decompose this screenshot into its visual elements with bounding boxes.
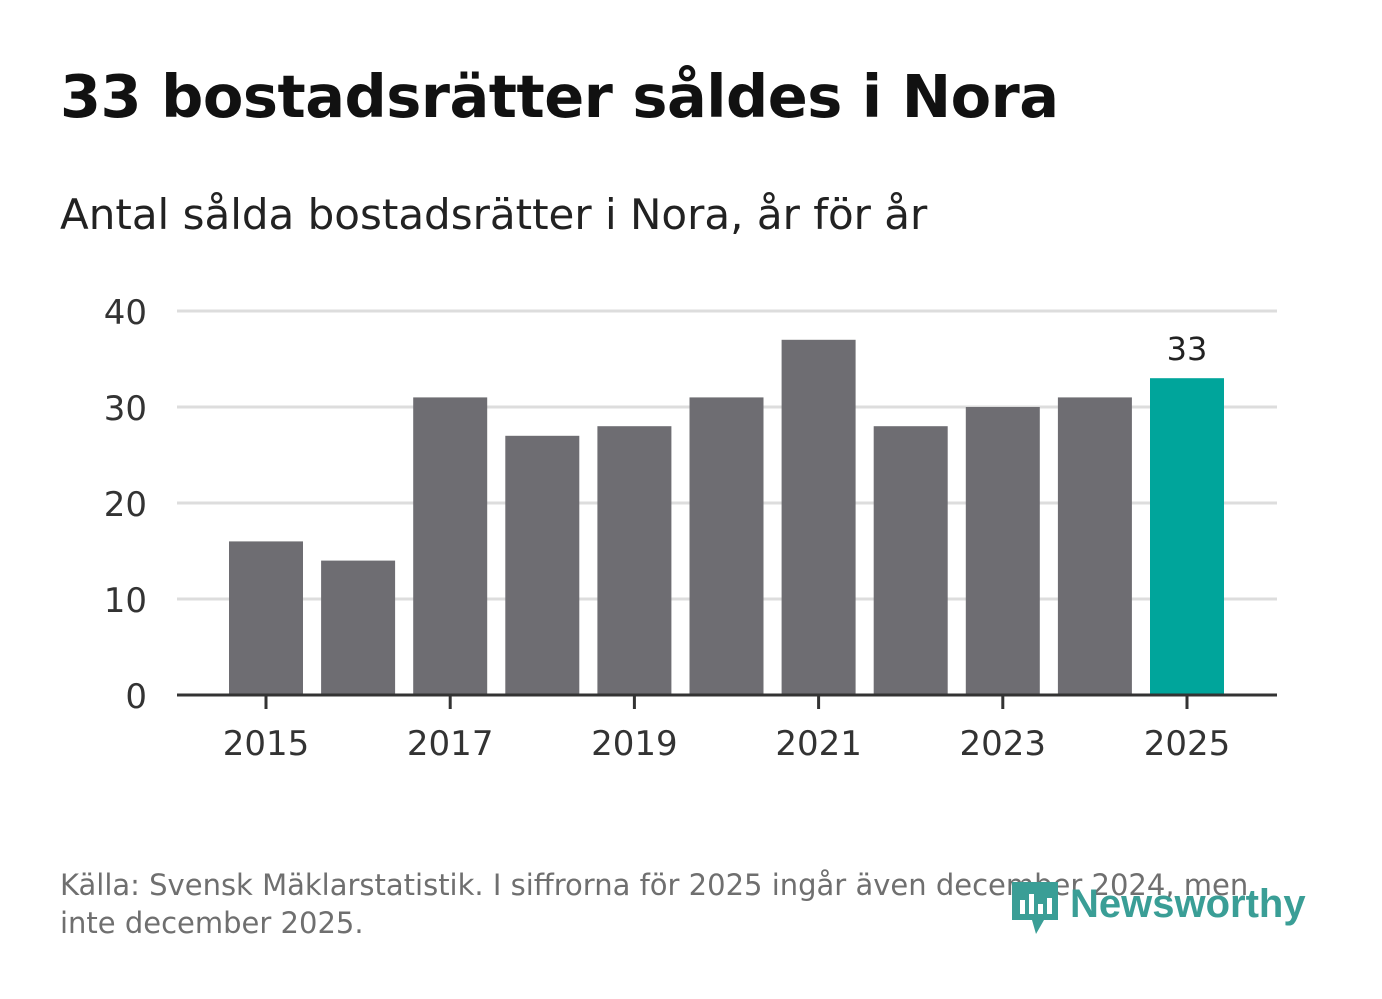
y-tick-label: 10 xyxy=(104,581,147,621)
y-tick-label: 0 xyxy=(125,677,147,717)
logo-text: Newsworthy xyxy=(1070,882,1306,926)
data-label-2025: 33 xyxy=(1167,330,1208,368)
bar-2015 xyxy=(229,541,303,695)
bar-2017 xyxy=(413,397,488,695)
x-tick-label: 2019 xyxy=(591,724,678,764)
x-tick-label: 2025 xyxy=(1144,724,1231,764)
newsworthy-logo-icon xyxy=(1012,882,1058,934)
bar-2019 xyxy=(597,426,672,695)
bar-2023 xyxy=(965,407,1040,695)
chart-title: 33 bostadsrätter såldes i Nora xyxy=(60,62,1059,131)
chart-subtitle: Antal sålda bostadsrätter i Nora, år för… xyxy=(60,190,928,239)
y-tick-label: 30 xyxy=(104,389,147,429)
bar-2016 xyxy=(321,560,396,695)
bar-2020 xyxy=(689,397,764,695)
y-tick-label: 20 xyxy=(104,485,147,525)
bar-2018 xyxy=(505,435,580,695)
bar-2021 xyxy=(781,339,856,695)
y-tick-label: 40 xyxy=(104,293,147,333)
x-tick-label: 2023 xyxy=(960,724,1047,764)
x-tick-label: 2021 xyxy=(775,724,862,764)
newsworthy-logo: Newsworthy xyxy=(1010,878,1306,942)
bar-2025 xyxy=(1150,378,1224,695)
x-tick-label: 2015 xyxy=(223,724,310,764)
bar-2024 xyxy=(1057,397,1132,695)
x-tick-label: 2017 xyxy=(407,724,494,764)
bar-2022 xyxy=(873,426,948,695)
